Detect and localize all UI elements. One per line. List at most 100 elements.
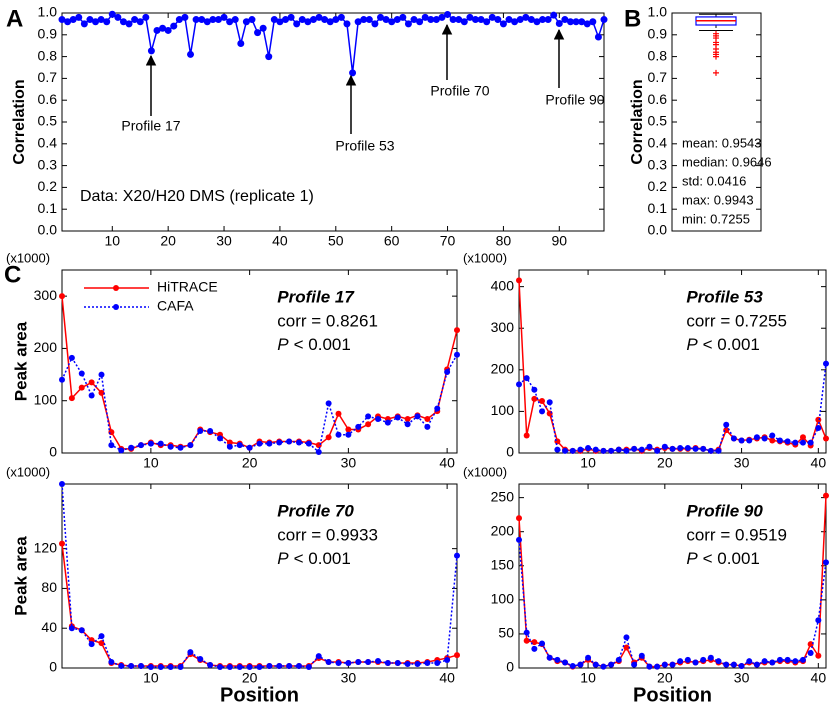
data-point — [159, 24, 167, 32]
data-point — [276, 439, 283, 446]
corr-text: corr = 0.9933 — [277, 525, 378, 544]
data-point — [286, 438, 293, 445]
corr-text: corr = 0.8261 — [277, 311, 378, 330]
data-point — [569, 447, 576, 454]
series-line — [518, 495, 827, 668]
data-point — [198, 16, 206, 24]
y-tick-label: 0.2 — [38, 178, 58, 194]
legend-label: HiTRACE — [157, 279, 218, 295]
data-point — [147, 664, 154, 671]
p-text: < 0.001 — [294, 549, 351, 568]
data-point — [192, 16, 200, 24]
data-point — [424, 423, 431, 430]
y-axis-label: Correlation — [629, 79, 646, 164]
data-point — [583, 20, 591, 28]
x-axis-label: Position — [220, 684, 299, 706]
data-point — [164, 26, 172, 34]
data-point — [276, 663, 283, 670]
data-point — [531, 645, 538, 652]
p-value-text: P < 0.001 — [686, 335, 760, 354]
x-tick-label: 60 — [384, 233, 400, 249]
data-point — [97, 16, 105, 24]
data-point — [792, 658, 799, 665]
x-tick-label: 10 — [143, 455, 159, 471]
data-point — [321, 16, 329, 24]
data-point — [305, 664, 312, 671]
data-point — [531, 395, 538, 402]
data-point — [256, 664, 263, 671]
data-point — [114, 13, 122, 21]
data-point — [343, 20, 351, 28]
series-line — [61, 543, 458, 667]
x-tick-label: 30 — [341, 455, 357, 471]
data-point — [256, 440, 263, 447]
data-point — [753, 434, 760, 441]
data-point — [523, 375, 530, 382]
data-point — [375, 416, 381, 423]
data-point — [738, 437, 745, 444]
y-tick-label: 0.5 — [648, 113, 668, 129]
outlier — [713, 69, 719, 76]
data-point — [700, 445, 707, 452]
data-point — [677, 658, 684, 665]
data-point — [236, 442, 243, 449]
data-point — [700, 656, 707, 663]
data-point — [527, 16, 535, 24]
data-point — [600, 447, 607, 454]
data-point — [259, 24, 267, 32]
data-point — [424, 660, 431, 667]
data-point — [578, 18, 586, 26]
data-point — [147, 440, 154, 447]
y-tick-label: 50 — [498, 625, 514, 641]
data-point — [59, 540, 65, 547]
data-point — [454, 327, 460, 334]
y-tick-label: 300 — [491, 319, 515, 335]
x-tick-label: 20 — [242, 455, 258, 471]
data-point — [511, 18, 519, 26]
y-tick-label: 100 — [491, 591, 515, 607]
data-point — [592, 446, 599, 453]
panel-label: A — [6, 5, 23, 32]
legend-marker — [113, 304, 119, 310]
data-point — [226, 664, 233, 671]
data-point — [723, 421, 730, 428]
series-line — [61, 483, 458, 668]
data-point — [776, 437, 783, 444]
y-tick-label: 120 — [34, 539, 58, 555]
x-tick-label: 40 — [272, 233, 288, 249]
y-tick-label: 0.0 — [648, 222, 668, 238]
data-point — [394, 660, 401, 667]
x-tick-label: 10 — [143, 670, 159, 686]
data-point — [410, 16, 418, 24]
data-point — [335, 410, 342, 417]
plot-frame — [61, 269, 458, 454]
data-point — [539, 16, 547, 24]
data-point — [404, 416, 411, 423]
y-tick-label: 100 — [34, 391, 58, 407]
data-point — [561, 16, 569, 24]
data-point — [715, 447, 722, 454]
data-point — [427, 16, 435, 24]
data-point — [723, 661, 730, 668]
data-point — [337, 13, 345, 21]
p-symbol: P — [686, 335, 698, 354]
data-point — [539, 640, 546, 647]
data-point — [769, 432, 776, 439]
data-point — [792, 439, 799, 446]
data-point — [523, 629, 530, 636]
data-point — [118, 663, 125, 670]
data-point — [177, 664, 184, 671]
y-tick-label: 0.4 — [38, 135, 58, 151]
data-point — [197, 656, 204, 663]
annotation: Profile 17 — [121, 118, 180, 134]
data-point — [98, 633, 105, 640]
x-tick-label: 10 — [580, 455, 596, 471]
data-point — [355, 659, 362, 666]
data-point — [78, 370, 85, 377]
y-tick-label: 0.6 — [648, 91, 668, 107]
plot-frame — [61, 483, 458, 669]
data-point — [815, 617, 822, 624]
data-point — [142, 13, 150, 21]
data-point — [444, 10, 452, 18]
data-point — [326, 18, 334, 26]
